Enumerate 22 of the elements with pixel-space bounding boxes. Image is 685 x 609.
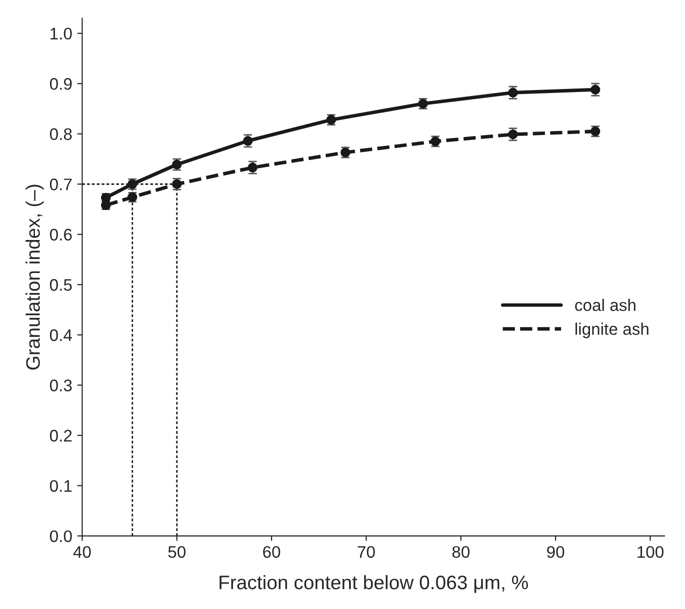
x-tick-label: 90 [547,546,564,558]
y-tick-label: 0.8 [50,128,72,140]
y-axis-title: Granulation index, (–) [26,184,44,370]
y-tick-label: 0.5 [50,279,72,291]
x-tick-label: 100 [638,546,664,558]
y-tick-label: 0.2 [50,430,72,442]
y-tick-label: 0.1 [50,480,72,492]
y-tick-label: 0.4 [50,329,72,342]
legend-label: lignite ash [576,322,648,338]
x-axis-title: Fraction content below 0.063 μm, % [220,575,528,593]
x-tick-label: 60 [263,546,280,558]
y-tick-label: 0.7 [50,178,72,190]
y-tick-label: 0.9 [50,78,72,90]
y-tick-label: 0.3 [50,380,72,392]
y-tick-label: 1.0 [50,28,72,40]
y-tick-label: 0.6 [50,228,72,241]
x-tick-label: 70 [358,546,375,558]
x-tick-label: 80 [452,546,470,558]
x-tick-label: 40 [73,546,91,558]
x-tick-label: 50 [168,546,186,558]
y-tick-label: 0.0 [50,530,72,542]
legend-label: coal ash [575,298,636,312]
